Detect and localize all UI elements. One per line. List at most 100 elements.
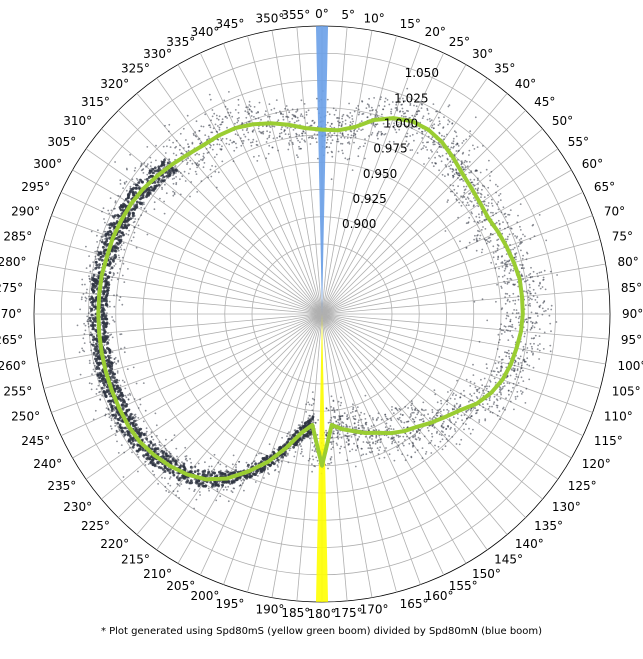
scatter-point: [146, 173, 149, 176]
scatter-point: [161, 186, 163, 189]
scatter-point: [422, 420, 425, 422]
scatter-point: [416, 449, 419, 451]
scatter-point: [288, 449, 291, 452]
scatter-point: [483, 203, 486, 206]
scatter-point: [473, 300, 476, 303]
scatter-point: [368, 441, 371, 444]
scatter-point: [223, 99, 226, 102]
scatter-point: [326, 121, 329, 124]
scatter-point: [175, 183, 178, 186]
scatter-point: [514, 283, 516, 286]
scatter-point: [388, 140, 391, 143]
scatter-point: [330, 395, 333, 398]
scatter-point: [532, 288, 535, 291]
scatter-point: [124, 183, 126, 185]
scatter-point: [216, 117, 218, 120]
scatter-point: [347, 439, 350, 442]
scatter-point: [372, 429, 375, 432]
scatter-point: [524, 332, 526, 335]
scatter-point: [335, 134, 338, 137]
scatter-point: [507, 315, 510, 318]
scatter-point: [495, 374, 498, 376]
scatter-point: [172, 182, 175, 185]
scatter-point: [525, 290, 528, 293]
scatter-point: [383, 133, 386, 136]
scatter-point: [137, 417, 140, 419]
scatter-point: [444, 433, 446, 436]
scatter-point: [529, 302, 531, 305]
scatter-point: [123, 426, 127, 430]
scatter-point: [528, 364, 531, 367]
scatter-point: [514, 396, 517, 398]
scatter-point: [137, 181, 141, 184]
theta-grid-line: [321, 27, 348, 315]
scatter-point: [199, 482, 203, 486]
scatter-point: [278, 135, 281, 138]
scatter-point: [344, 119, 347, 122]
scatter-point: [468, 135, 471, 138]
scatter-point: [498, 194, 500, 197]
scatter-point: [443, 116, 445, 118]
scatter-point: [474, 199, 476, 202]
scatter-point: [226, 108, 229, 110]
scatter-point: [135, 430, 139, 434]
scatter-point: [76, 324, 79, 327]
scatter-point: [414, 434, 417, 437]
scatter-point: [497, 201, 500, 203]
scatter-point: [349, 130, 352, 132]
scatter-point: [308, 457, 311, 460]
scatter-point: [457, 177, 459, 179]
scatter-point: [517, 321, 520, 324]
scatter-point: [369, 109, 371, 112]
scatter-point: [286, 108, 289, 111]
scatter-point: [519, 225, 521, 228]
scatter-point: [210, 119, 213, 122]
scatter-point: [399, 110, 402, 112]
scatter-point: [431, 418, 434, 420]
scatter-point: [503, 325, 506, 327]
scatter-point: [120, 347, 122, 350]
scatter-point: [375, 109, 377, 111]
scatter-point: [455, 168, 457, 171]
scatter-point: [158, 441, 161, 444]
scatter-point: [392, 412, 395, 415]
scatter-point: [292, 143, 294, 146]
scatter-point: [392, 141, 395, 143]
scatter-point: [272, 137, 275, 140]
scatter-point: [516, 391, 519, 393]
theta-grid-line: [321, 313, 508, 535]
scatter-point: [213, 453, 216, 456]
scatter-point: [109, 268, 112, 270]
scatter-point: [411, 441, 414, 444]
scatter-point: [420, 148, 423, 151]
scatter-point: [277, 149, 279, 152]
scatter-point: [237, 119, 240, 122]
scatter-point: [128, 415, 132, 418]
scatter-point: [344, 157, 347, 160]
scatter-point: [126, 200, 130, 204]
scatter-point: [393, 124, 396, 127]
scatter-point: [291, 117, 294, 120]
scatter-point: [506, 314, 508, 317]
scatter-point: [277, 471, 280, 473]
scatter-point: [330, 416, 333, 419]
scatter-point: [140, 206, 143, 209]
scatter-point: [391, 101, 394, 103]
scatter-point: [107, 332, 109, 334]
scatter-point: [100, 235, 103, 238]
scatter-point: [465, 198, 467, 201]
scatter-point: [296, 109, 299, 112]
scatter-point: [95, 258, 97, 260]
scatter-point: [336, 140, 338, 143]
scatter-point: [411, 408, 414, 411]
scatter-point: [495, 212, 497, 215]
scatter-point: [295, 111, 297, 113]
scatter-point: [364, 418, 367, 420]
scatter-point: [460, 160, 463, 163]
scatter-point: [357, 108, 360, 111]
scatter-point: [473, 220, 476, 223]
scatter-point: [298, 134, 301, 137]
scatter-point: [256, 160, 259, 162]
scatter-point: [155, 159, 157, 162]
scatter-point: [173, 434, 176, 437]
